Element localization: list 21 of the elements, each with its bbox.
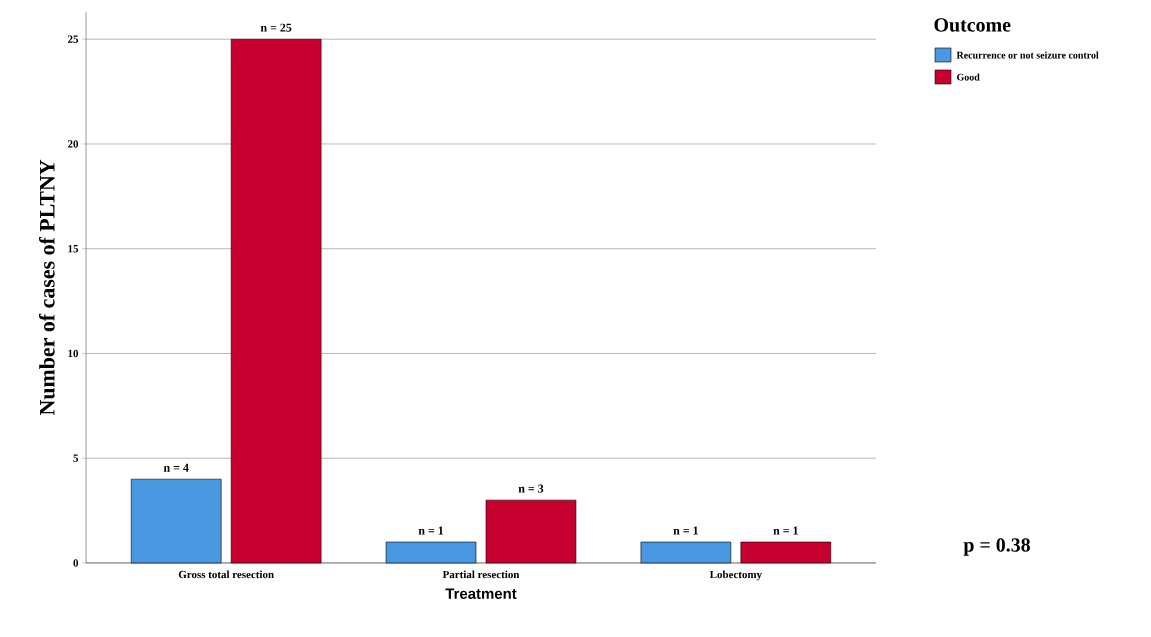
legend-label: Good (957, 73, 980, 81)
y-tick-label: 15 (68, 245, 79, 253)
y-tick-label: 20 (67, 140, 79, 148)
x-tick-label: Gross total resection (178, 570, 274, 579)
data-label: n = 3 (518, 484, 544, 493)
data-label: n = 4 (163, 463, 189, 472)
x-axis-title: Treatment (445, 588, 517, 599)
data-label: n = 25 (260, 23, 292, 32)
legend-title: Outcome (934, 18, 1011, 32)
legend-label: Recurrence or not seizure control (956, 51, 1099, 59)
data-label: n = 1 (673, 526, 698, 535)
y-axis-title: Number of cases of PLTNY (38, 159, 55, 416)
data-label: n = 1 (418, 526, 444, 535)
y-tick-label: 10 (68, 349, 79, 358)
y-tick-label: 5 (73, 454, 79, 462)
y-tick-label: 0 (73, 559, 79, 567)
text: p = 0.38 (963, 538, 1030, 556)
x-tick-label: Partial resection (442, 570, 520, 579)
y-tick-label: 25 (67, 35, 79, 43)
x-tick-label: Lobectomy (709, 570, 762, 581)
data-label: n = 1 (773, 526, 798, 535)
